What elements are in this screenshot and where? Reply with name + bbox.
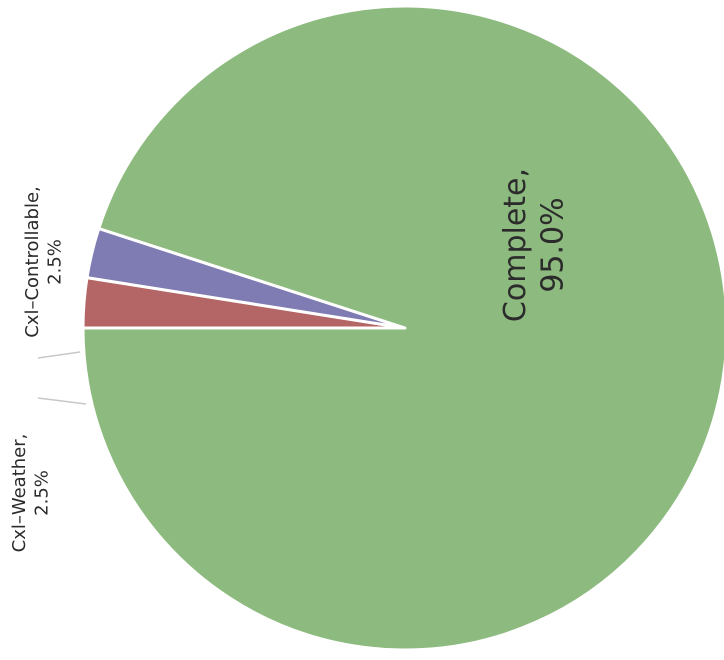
leader-cxl-controllable <box>37 351 81 359</box>
label-cxl-controllable: Cxl–Controllable,2.5% <box>22 186 66 338</box>
leader-lines <box>37 351 87 405</box>
slice-labels: Complete,95.0% Cxl–Controllable,2.5% Cxl–W… <box>9 168 571 552</box>
leader-cxl-weather <box>37 397 87 405</box>
slice-complete <box>81 4 724 652</box>
pie-slices <box>81 4 724 652</box>
label-complete: Complete,95.0% <box>498 168 571 322</box>
label-cxl-weather: Cxl–Weather,2.5% <box>9 434 53 553</box>
